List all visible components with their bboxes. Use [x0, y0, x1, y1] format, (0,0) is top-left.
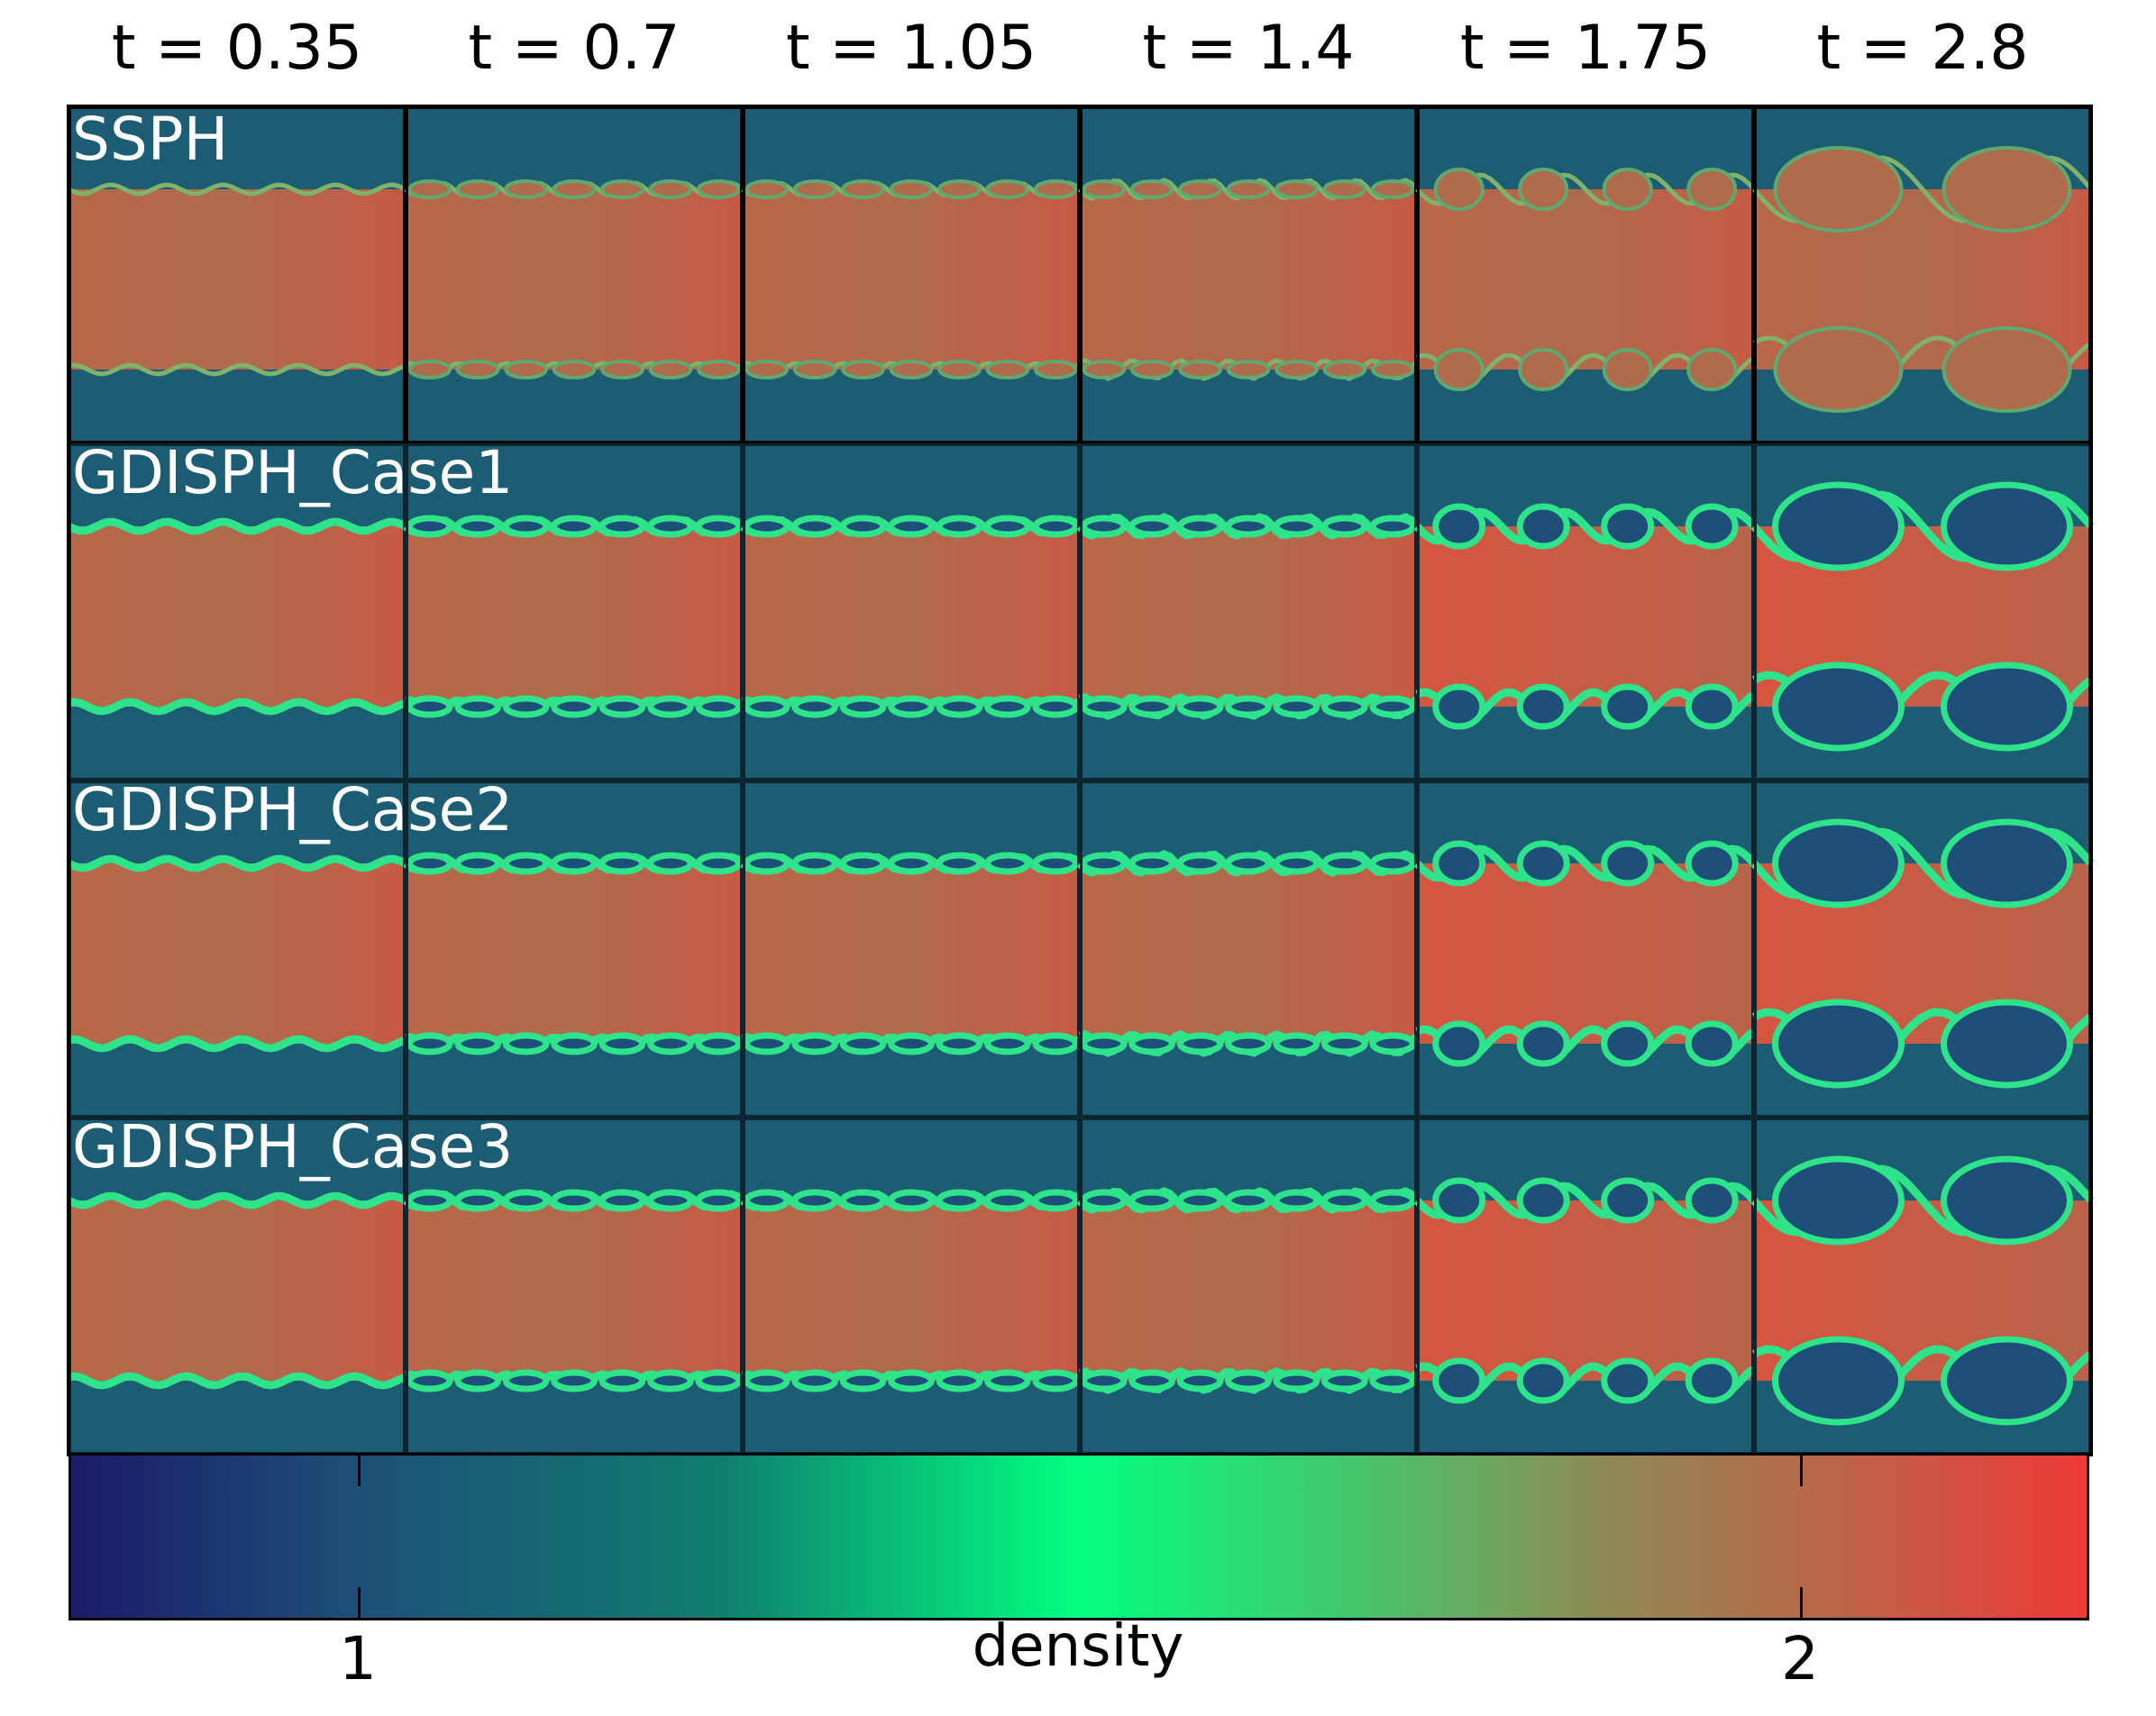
simulation-panel: [1415, 106, 1756, 443]
row-label-gdisph-case2: GDISPH_Case2: [72, 775, 514, 844]
simulation-panel: [404, 106, 745, 443]
column-title-t-1-75: t = 1.75: [1459, 13, 1712, 84]
simulation-panel: [67, 443, 407, 780]
simulation-panel: [403, 443, 745, 780]
simulation-panel: [741, 106, 1082, 443]
simulation-panel: [1750, 780, 2095, 1118]
simulation-panel: [1752, 106, 2093, 443]
simulation-panel: [740, 443, 1083, 780]
simulation-panel: [67, 780, 407, 1118]
simulation-panel: [403, 1118, 745, 1455]
row-label-ssph: SSPH: [72, 105, 229, 174]
colorbar-tick-1-top: [358, 1456, 361, 1486]
density-colorbar: [69, 1453, 2089, 1620]
simulation-panel: [1076, 1118, 1421, 1455]
column-title-t-1-05: t = 1.05: [785, 13, 1037, 84]
colorbar-tick-2-bottom: [1800, 1587, 1803, 1618]
simulation-panel: [1076, 780, 1421, 1118]
simulation-panel: [1413, 780, 1758, 1118]
colorbar-title: density: [972, 1613, 1184, 1680]
colorbar-tick-1-bottom: [358, 1587, 361, 1618]
simulation-panel: [67, 1118, 407, 1455]
simulation-panel: [1413, 443, 1758, 780]
column-title-t-0-35: t = 0.35: [111, 13, 363, 84]
simulation-panel: [1413, 1118, 1758, 1455]
simulation-panel: [403, 780, 745, 1118]
simulation-panel: [1076, 443, 1421, 780]
row-label-gdisph-case1: GDISPH_Case1: [72, 438, 514, 507]
simulation-panel: [67, 106, 407, 443]
simulation-panel: [1078, 106, 1419, 443]
simulation-panel: [1750, 1118, 2095, 1455]
colorbar-tick-label-1: 1: [339, 1624, 377, 1693]
colorbar-tick-label-2: 2: [1781, 1624, 1819, 1693]
column-title-t-0-7: t = 0.7: [468, 13, 681, 84]
colorbar-tick-2-top: [1800, 1456, 1803, 1486]
simulation-panel: [1750, 443, 2095, 780]
simulation-panel: [740, 1118, 1083, 1455]
simulation-panel: [740, 780, 1083, 1118]
column-title-t-2-8: t = 2.8: [1816, 13, 2029, 84]
row-label-gdisph-case3: GDISPH_Case3: [72, 1112, 514, 1182]
column-title-t-1-4: t = 1.4: [1142, 13, 1355, 84]
